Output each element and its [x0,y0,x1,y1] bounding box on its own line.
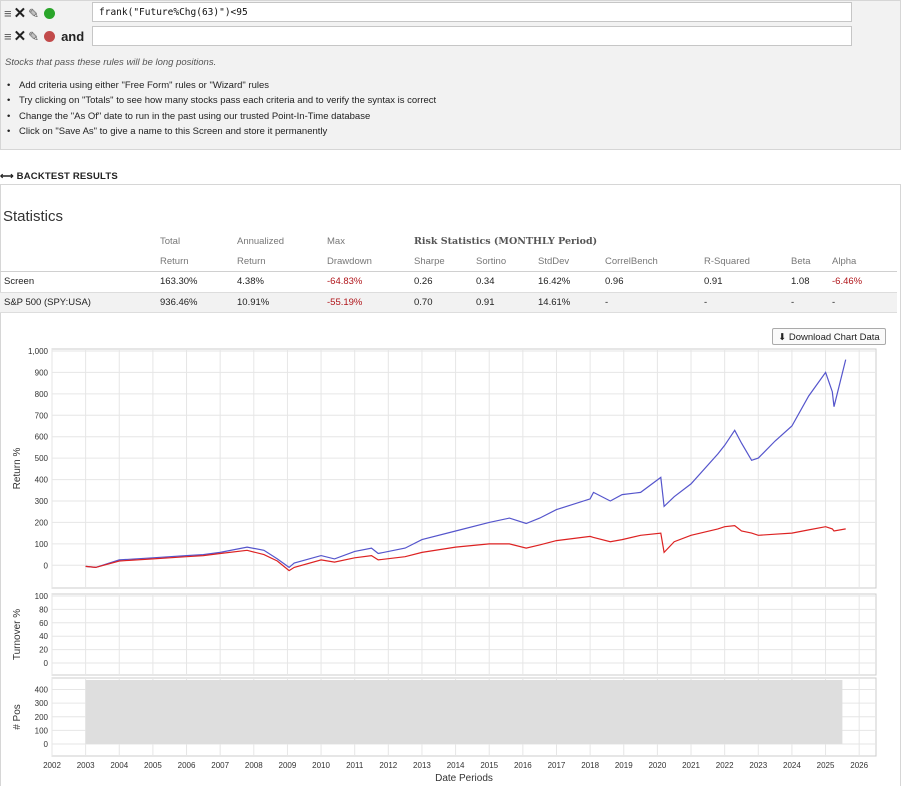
delete-rule-icon[interactable]: ✕ [13,4,27,22]
stats-row-benchmark: S&P 500 (SPY:USA) 936.46% 10.91% -55.19%… [0,291,897,313]
cell: 0.26 [414,276,433,288]
status-dot-icon [44,30,56,42]
cell: 16.42% [538,276,571,288]
col-header: R-Squared [700,251,787,272]
risk-statistics-title: Risk Statistics (MONTHLY Period) [414,236,598,248]
cell: 0.34 [476,276,495,288]
edit-rule-icon[interactable]: ✎ [28,28,40,44]
col-header: Sortino [472,251,534,272]
col-header: Sharpe [410,251,472,272]
cell: 0.91 [472,291,534,313]
tip-item: Try clicking on "Totals" to see how many… [7,93,436,109]
statistics-table: Total Annualized Max Risk Statistics (MO… [0,232,897,313]
stats-header-row-1: Total Annualized Max Risk Statistics (MO… [0,232,897,252]
results-panel [0,184,901,786]
download-label: Download Chart Data [788,332,880,343]
cell: - [787,291,828,313]
edit-rule-icon[interactable]: ✎ [28,5,40,21]
backtest-results-header[interactable]: ⟷ BACKTEST RESULTS [0,171,118,182]
cell: - [700,291,787,313]
cell: 1.08 [791,276,810,288]
drag-handle-icon[interactable]: ≡ [4,28,12,44]
cell: 163.30% [160,276,198,288]
cell: 0.70 [410,291,472,313]
stats-header-row-2: Return Return Drawdown Sharpe Sortino St… [0,251,897,272]
cell: 0.91 [704,276,723,288]
col-header: Total [160,236,181,248]
tip-item: Change the "As Of" date to run in the pa… [7,109,436,125]
cell: - [828,291,897,313]
cell: -55.19% [323,291,410,313]
row-name: Screen [4,276,35,288]
stats-row-screen: Screen 163.30% 4.38% -64.83% 0.26 0.34 1… [0,272,897,293]
download-icon: ⬇ [778,332,787,343]
rules-hint: Stocks that pass these rules will be lon… [5,57,217,68]
tips-list: Add criteria using either "Free Form" ru… [7,78,436,139]
cell: 0.96 [605,276,624,288]
col-header: Beta [787,251,828,272]
tip-item: Click on "Save As" to give a name to thi… [7,124,436,140]
cell: - [601,291,700,313]
cell: 14.61% [534,291,601,313]
cell: -64.83% [327,276,363,288]
tip-item: Add criteria using either "Free Form" ru… [7,78,436,94]
rule-row-2: ≡ ✕ ✎ and [1,25,84,47]
row-name: S&P 500 (SPY:USA) [0,291,156,313]
status-dot-icon [44,7,56,19]
col-header: Alpha [828,251,897,272]
cell: 10.91% [233,291,323,313]
col-header: Max [327,236,345,248]
statistics-title: Statistics [3,208,64,225]
delete-rule-icon[interactable]: ✕ [13,27,27,45]
download-chart-data-button[interactable]: ⬇ Download Chart Data [772,328,886,345]
rules-panel: ≡ ✕ ✎ frank("Future%Chg(63)")<95 ≡ ✕ ✎ a… [0,0,901,150]
col-header: Drawdown [323,251,410,272]
backtest-results-label: BACKTEST RESULTS [16,171,118,182]
col-header: Return [233,251,323,272]
cell: 936.46% [156,291,233,313]
cell: -6.46% [832,276,863,288]
rule-connector: and [61,28,85,44]
col-header: CorrelBench [601,251,700,272]
col-header: StdDev [534,251,601,272]
drag-handle-icon[interactable]: ≡ [4,5,12,21]
rule-row-1: ≡ ✕ ✎ [1,2,59,24]
expand-arrow-icon: ⟷ [0,171,14,182]
rule-formula-input-1[interactable]: frank("Future%Chg(63)")<95 [92,2,852,22]
col-header: Return [156,251,233,272]
col-header: Annualized [237,236,285,248]
rule-formula-input-2[interactable] [92,26,852,46]
cell: 4.38% [237,276,264,288]
